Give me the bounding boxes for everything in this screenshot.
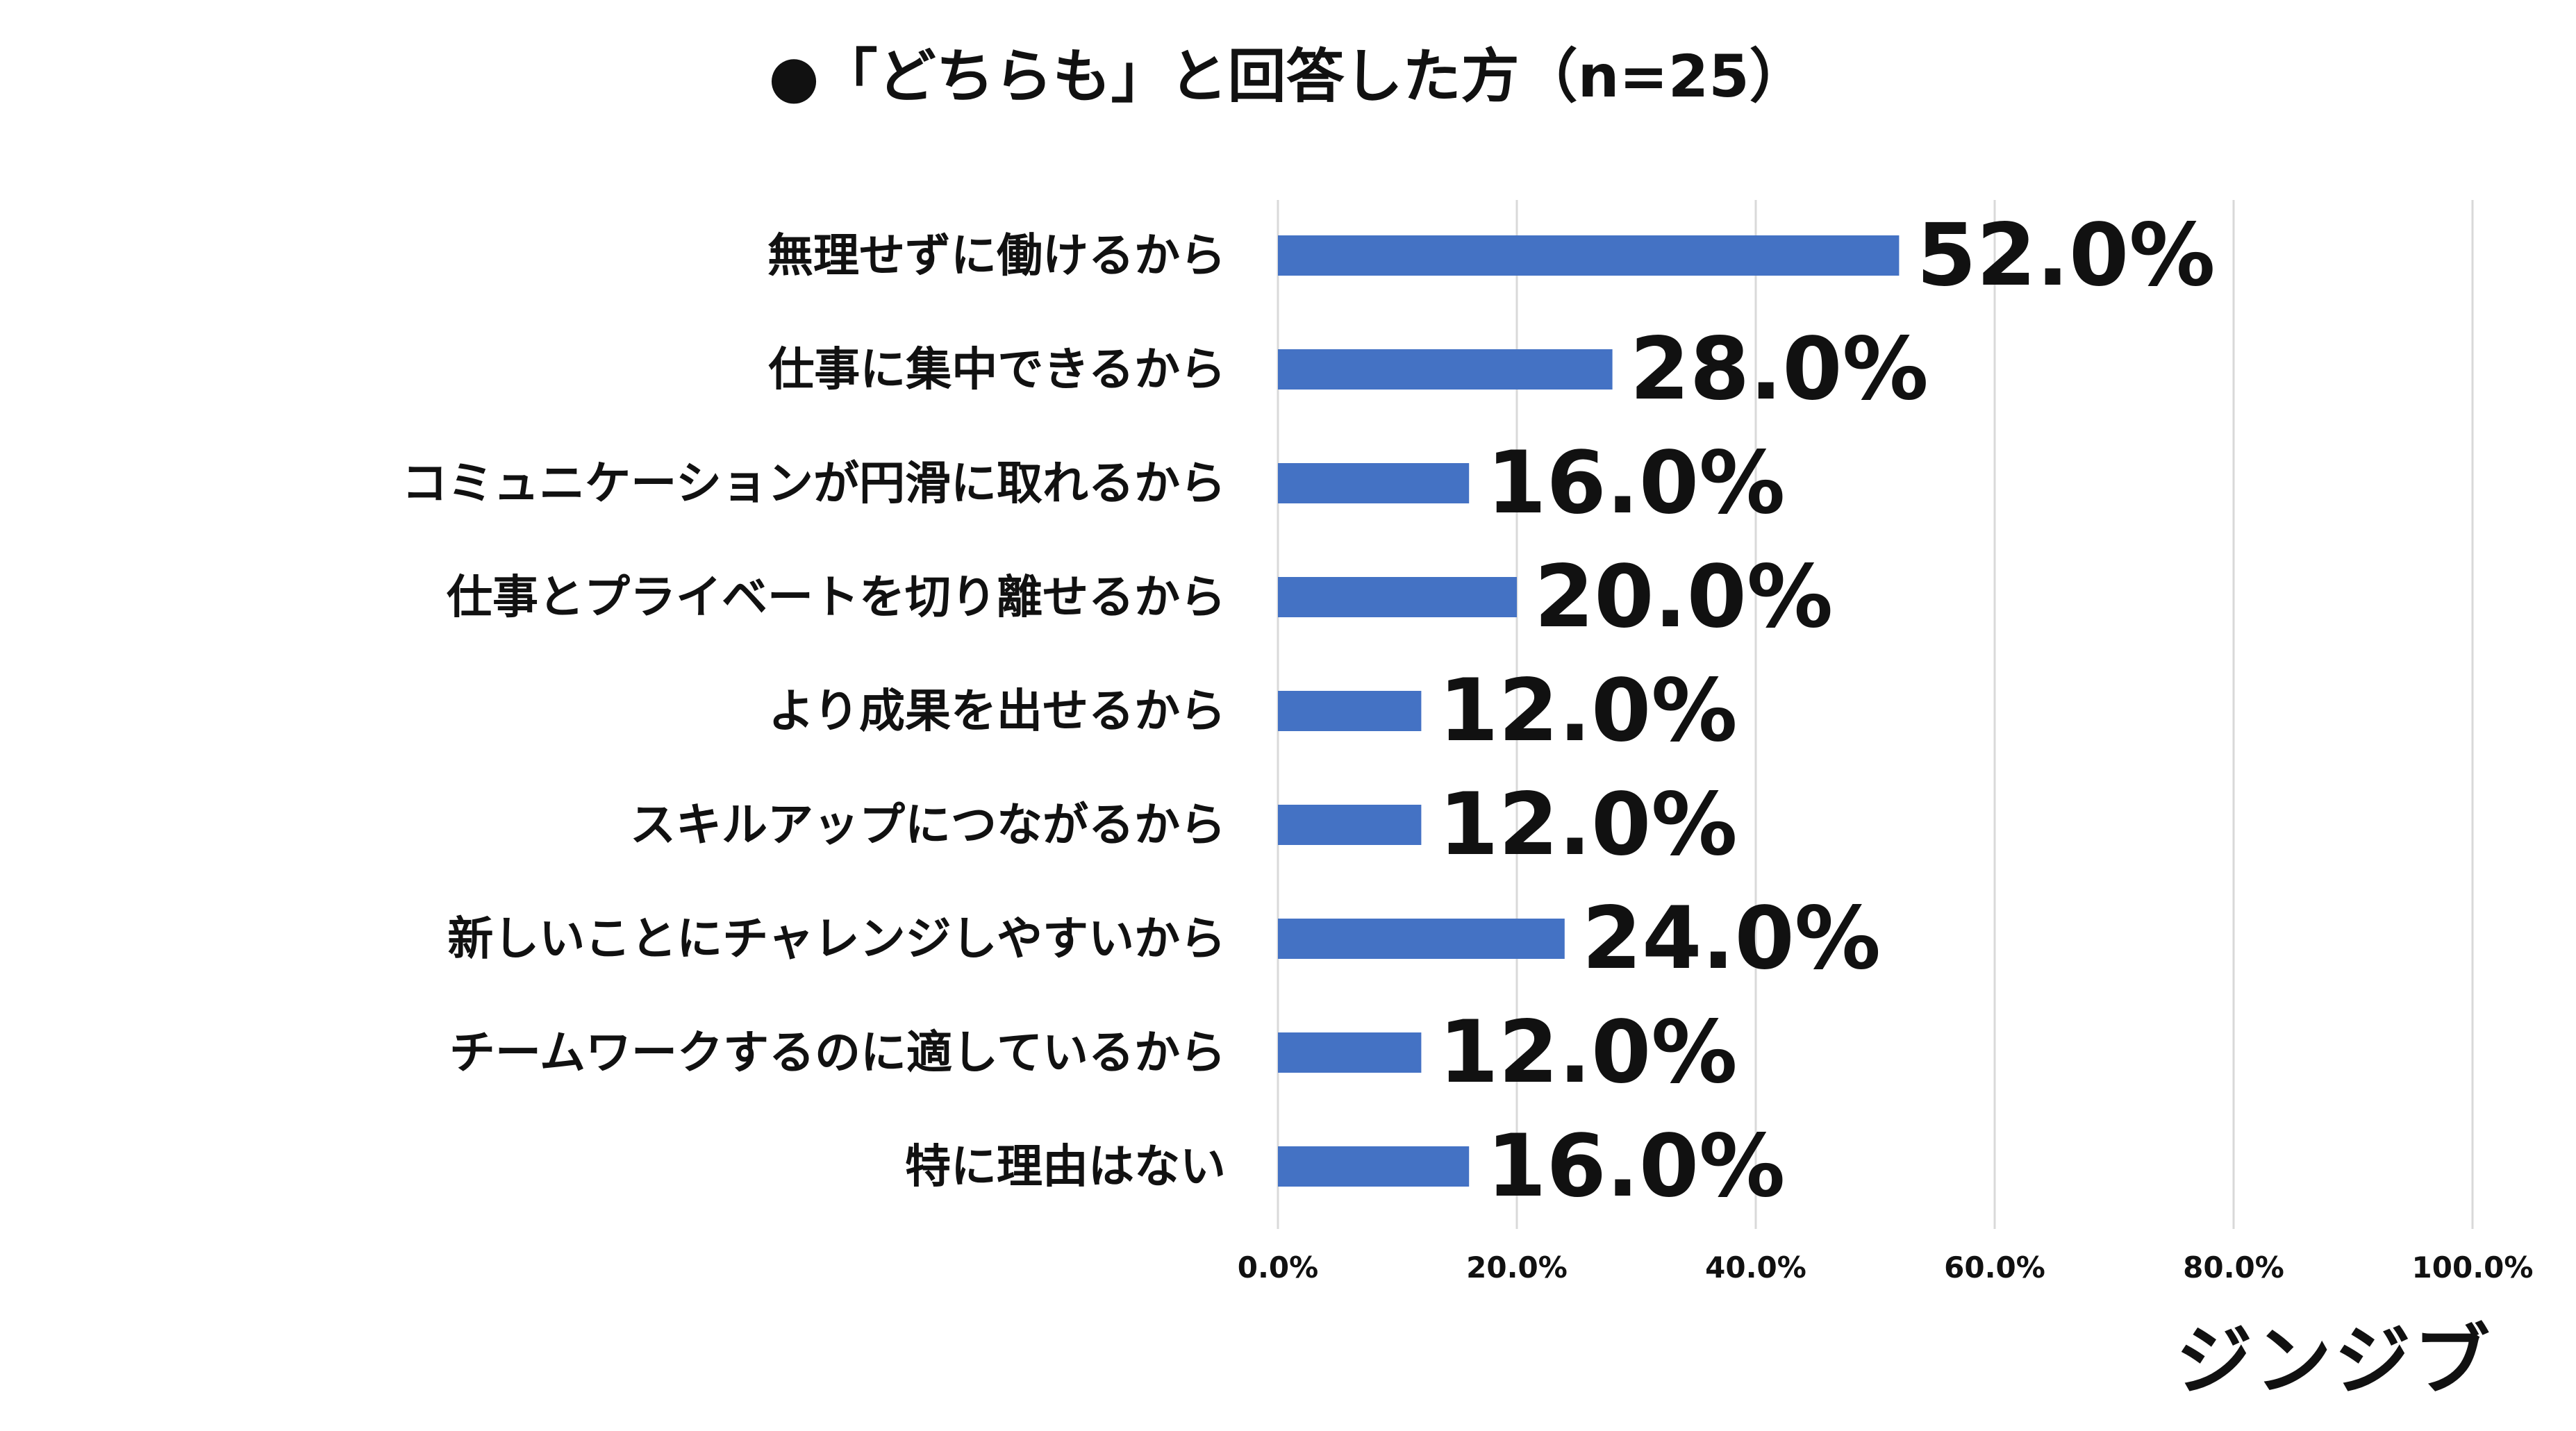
bar: [1278, 691, 1422, 731]
bar: [1278, 577, 1517, 617]
bars: [1278, 235, 1900, 1187]
x-tick-label: 100.0%: [2412, 1250, 2534, 1284]
category-label: 特に理由はない: [905, 1140, 1226, 1194]
value-label: 52.0%: [1916, 206, 2215, 306]
chart-title: ●「どちらも」と回答した方（n=25）: [768, 42, 1808, 110]
x-tick-label: 60.0%: [1944, 1250, 2045, 1284]
bar: [1278, 919, 1565, 959]
bar: [1278, 235, 1900, 276]
category-label: 無理せずに働けるから: [767, 229, 1226, 283]
category-label: 新しいことにチャレンジしやすいから: [447, 912, 1226, 966]
bar: [1278, 1032, 1422, 1073]
x-tick-label: 0.0%: [1238, 1250, 1318, 1284]
category-label: チームワークするのに適しているから: [449, 1026, 1226, 1080]
value-label: 16.0%: [1486, 433, 1785, 533]
value-label: 28.0%: [1630, 319, 1929, 419]
value-label: 24.0%: [1582, 889, 1881, 989]
brand-logo: ジンジブ: [2176, 1316, 2493, 1405]
value-label: 12.0%: [1438, 661, 1737, 761]
value-label: 16.0%: [1486, 1116, 1785, 1216]
bar: [1278, 805, 1422, 845]
category-label: より成果を出せるから: [768, 685, 1226, 738]
category-label: コミュニケーションが円滑に取れるから: [401, 457, 1226, 510]
bar: [1278, 349, 1613, 390]
x-tick-label: 40.0%: [1705, 1250, 1806, 1284]
bar: [1278, 1146, 1470, 1187]
bar: [1278, 463, 1470, 503]
category-label: 仕事に集中できるから: [768, 343, 1226, 396]
value-labels: 52.0% 28.0% 16.0% 20.0% 12.0% 12.0% 24.0% 12.0%…: [1438, 206, 2215, 1216]
category-labels: 無理せずに働けるから仕事に集中できるからコミュニケーションが円滑に取れるから仕事…: [401, 229, 1226, 1194]
value-label: 20.0%: [1534, 547, 1833, 647]
category-label: スキルアップにつながるから: [630, 798, 1226, 852]
x-axis-tick-labels: 0.0% 20.0% 40.0% 60.0% 80.0% 100.0%: [1238, 1250, 2534, 1284]
category-label: 仕事とプライベートを切り離せるから: [447, 571, 1226, 624]
x-tick-label: 20.0%: [1466, 1250, 1568, 1284]
x-tick-label: 80.0%: [2183, 1250, 2284, 1284]
value-label: 12.0%: [1438, 1003, 1737, 1103]
value-label: 12.0%: [1438, 775, 1737, 875]
